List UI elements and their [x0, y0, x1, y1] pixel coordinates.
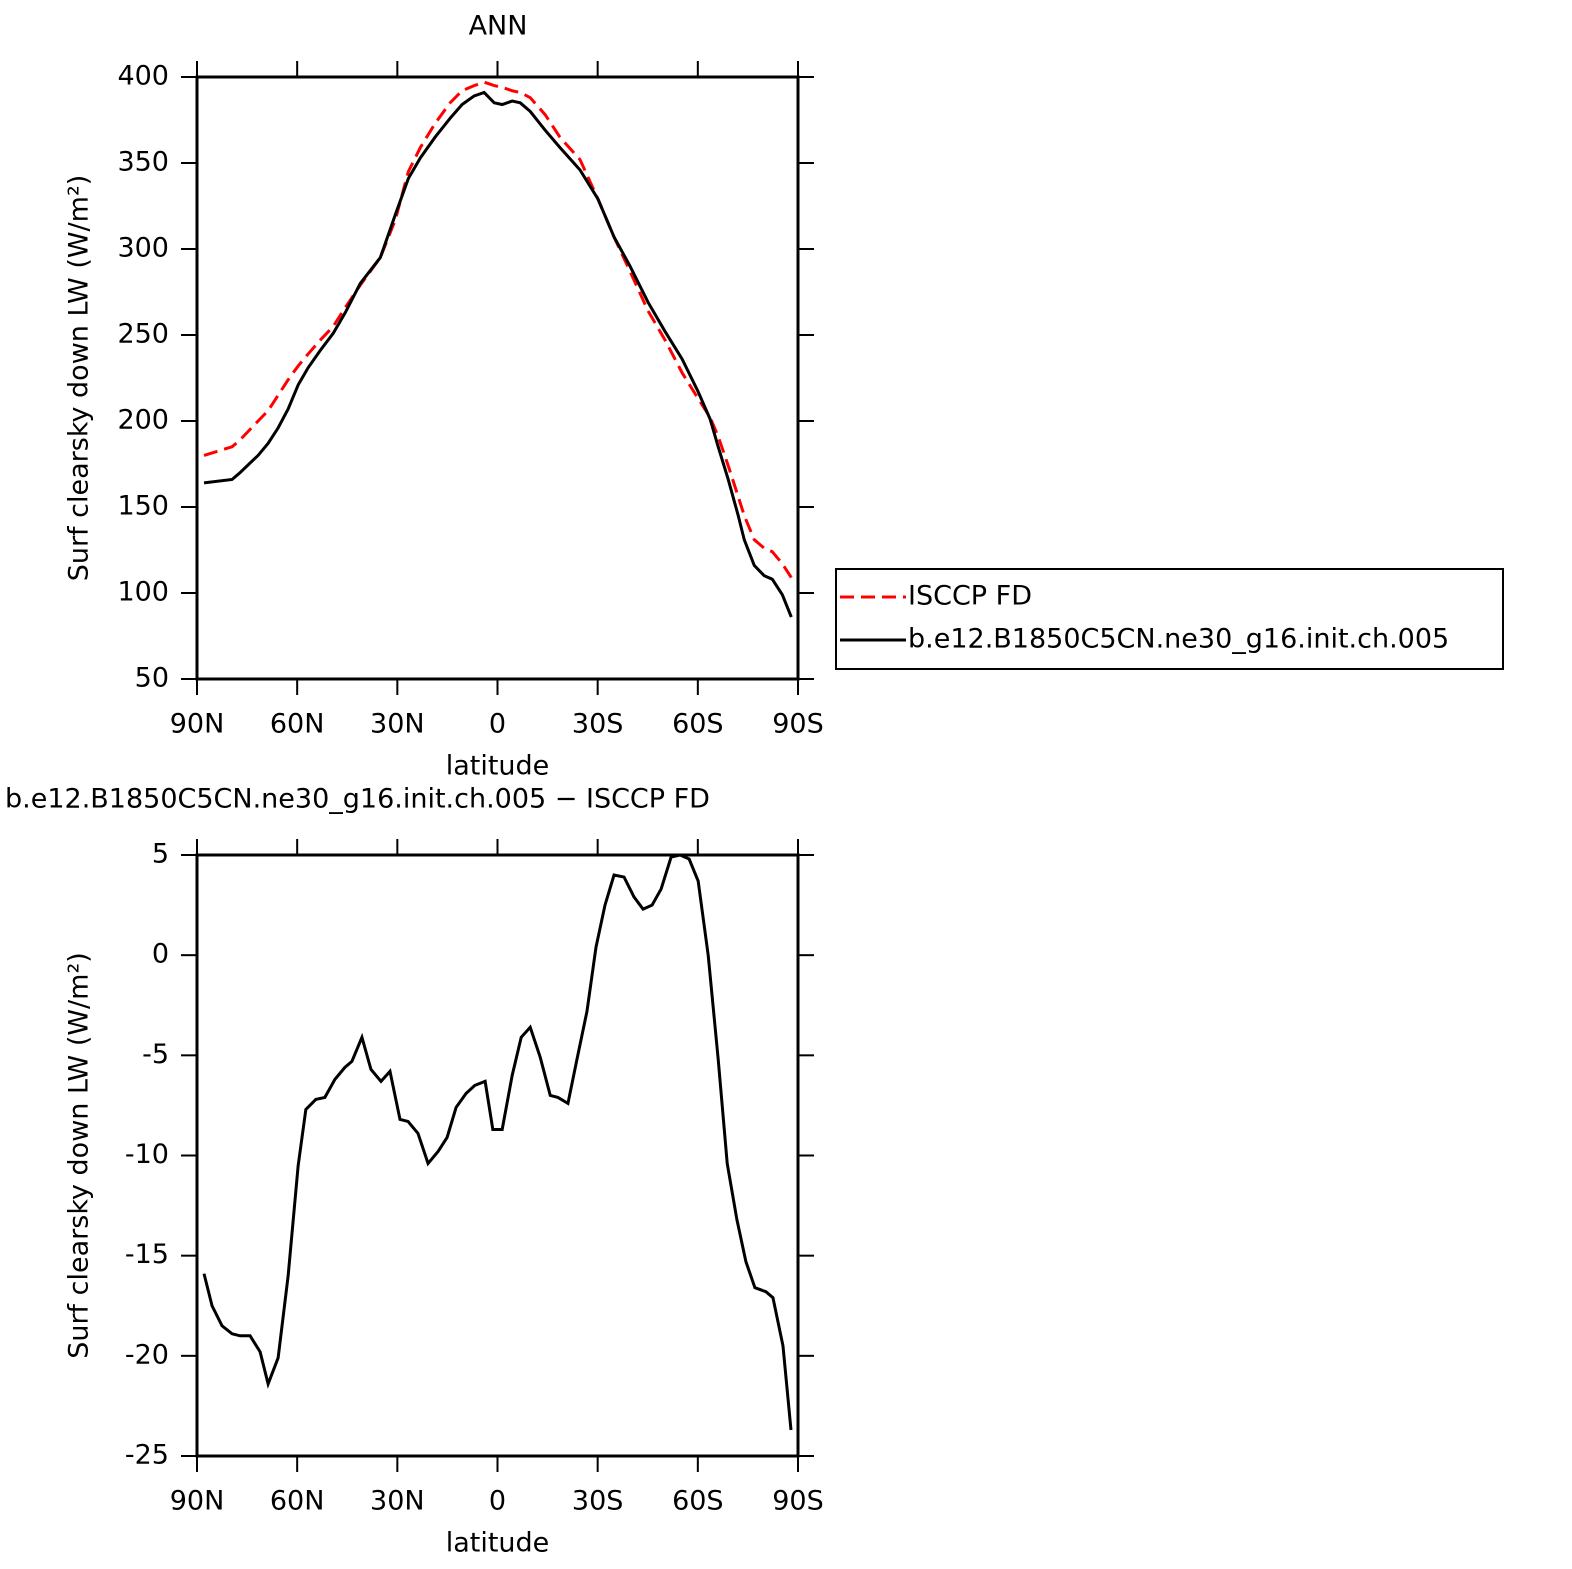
- x-tick-label: 0: [489, 709, 506, 740]
- y-tick-label: -25: [125, 1440, 169, 1471]
- x-tick-label: 90N: [170, 709, 225, 740]
- x-tick-label: 60N: [270, 709, 325, 740]
- x-axis-label: latitude: [446, 1528, 550, 1559]
- y-tick-label: 400: [117, 61, 169, 92]
- chart-title: b.e12.B1850C5CN.ne30_g16.init.ch.005 − I…: [5, 784, 710, 815]
- plot-frame: [195, 853, 800, 1458]
- x-tick-label: 60S: [672, 1486, 724, 1517]
- legend-label: b.e12.B1850C5CN.ne30_g16.init.ch.005: [908, 624, 1449, 655]
- y-tick-label: -5: [142, 1039, 169, 1070]
- x-tick-label: 90N: [170, 1486, 225, 1517]
- x-axis-label: latitude: [446, 751, 550, 782]
- y-tick-label: 50: [135, 663, 169, 694]
- chart-title: ANN: [469, 11, 528, 42]
- plot-frame: [195, 75, 800, 681]
- y-tick-label: 150: [117, 491, 169, 522]
- y-tick-label: 300: [117, 233, 169, 264]
- x-tick-label: 30S: [572, 1486, 624, 1517]
- data-line: [203, 90, 793, 618]
- y-tick-label: 0: [152, 939, 169, 970]
- y-tick-label: -20: [125, 1339, 169, 1370]
- x-tick-label: 30N: [370, 709, 425, 740]
- y-axis-label: Surf clearsky down LW (W/m²): [64, 175, 95, 582]
- x-tick-label: 30N: [370, 1486, 425, 1517]
- x-tick-label: 60S: [672, 709, 724, 740]
- y-tick-label: 100: [117, 577, 169, 608]
- y-axis-label: Surf clearsky down LW (W/m²): [64, 952, 95, 1359]
- y-tick-label: 350: [117, 147, 169, 178]
- x-tick-label: 60N: [270, 1486, 325, 1517]
- y-tick-label: 200: [117, 405, 169, 436]
- y-tick-label: -10: [125, 1139, 169, 1170]
- x-tick-label: 0: [489, 1486, 506, 1517]
- data-line: [202, 853, 793, 1431]
- x-tick-label: 90S: [772, 1486, 824, 1517]
- x-tick-label: 30S: [572, 709, 624, 740]
- y-tick-label: 5: [152, 839, 169, 870]
- y-tick-label: 250: [117, 319, 169, 350]
- x-tick-label: 90S: [772, 709, 824, 740]
- data-line: [203, 80, 793, 579]
- legend-box: [835, 568, 1504, 670]
- legend-label: ISCCP FD: [908, 581, 1032, 612]
- y-tick-label: -15: [125, 1239, 169, 1270]
